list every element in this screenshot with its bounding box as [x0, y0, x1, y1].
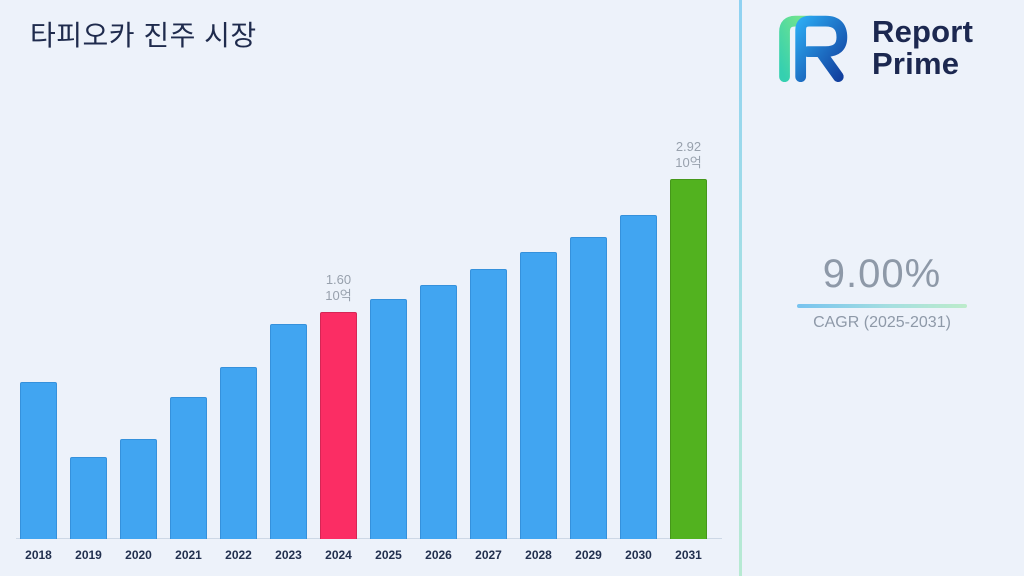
x-axis-label-2020: 2020	[125, 548, 152, 562]
bar-2031	[670, 179, 707, 539]
x-axis-label-2021: 2021	[175, 548, 202, 562]
bar-column-2023: 2023	[270, 324, 307, 562]
bar-column-2024: 1.60 10억 2024	[320, 272, 357, 562]
bar-2024	[320, 312, 357, 539]
bar-column-2025: 2025	[370, 299, 407, 562]
kpi-value: 9.00%	[822, 252, 942, 296]
bar-column-2030: 2030	[620, 215, 657, 562]
x-axis-label-2031: 2031	[675, 548, 702, 562]
bar-2022	[220, 367, 257, 539]
bar-value-label-2024: 1.60 10억	[325, 271, 352, 304]
report-prime-logo-icon	[779, 15, 848, 83]
x-axis-label-2029: 2029	[575, 548, 602, 562]
bar-column-2019: 2019	[70, 457, 107, 562]
bar-column-2018: 2018	[20, 382, 57, 562]
bar-2018	[20, 382, 57, 539]
bar-2020	[120, 439, 157, 539]
bar-column-2020: 2020	[120, 439, 157, 562]
bar-column-2022: 2022	[220, 367, 257, 562]
brand-block: Report Prime	[772, 10, 973, 86]
brand-name-line1: Report	[872, 14, 974, 50]
kpi-label: CAGR (2025-2031)	[813, 314, 951, 331]
x-axis-label-2019: 2019	[75, 548, 102, 562]
bar-2023	[270, 324, 307, 539]
bar-2029	[570, 237, 607, 539]
x-axis-label-2018: 2018	[25, 548, 52, 562]
x-axis-label-2024: 2024	[325, 548, 352, 562]
bar-2025	[370, 299, 407, 539]
bar-2026	[420, 285, 457, 539]
vertical-divider	[739, 0, 742, 576]
x-axis-label-2028: 2028	[525, 548, 552, 562]
brand-name-line2: Prime	[872, 46, 960, 81]
bar-2021	[170, 397, 207, 539]
x-axis-label-2022: 2022	[225, 548, 252, 562]
brand-name: Report Prime	[872, 16, 973, 79]
bar-column-2029: 2029	[570, 237, 607, 562]
bar-2028	[520, 252, 557, 539]
x-axis-label-2027: 2027	[475, 548, 502, 562]
x-axis-line	[16, 538, 722, 539]
x-axis-label-2025: 2025	[375, 548, 402, 562]
bar-column-2028: 2028	[520, 252, 557, 562]
kpi-underline	[797, 304, 967, 308]
x-axis-label-2023: 2023	[275, 548, 302, 562]
bar-2030	[620, 215, 657, 539]
bar-2027	[470, 269, 507, 539]
bar-value-label-2031: 2.92 10억	[675, 138, 702, 171]
x-axis-label-2026: 2026	[425, 548, 452, 562]
chart-area: 2018 2019 2020 2021 2022 2023 1.60 10억 2024 2025 2…	[16, 0, 728, 576]
bar-column-2026: 2026	[420, 285, 457, 562]
bar-column-2021: 2021	[170, 397, 207, 562]
x-axis-label-2030: 2030	[625, 548, 652, 562]
bar-column-2027: 2027	[470, 269, 507, 562]
kpi-block: 9.00% CAGR (2025-2031)	[760, 252, 1004, 332]
bar-chart: 2018 2019 2020 2021 2022 2023 1.60 10억 2024 2025 2…	[20, 139, 707, 562]
bar-2019	[70, 457, 107, 539]
bar-column-2031: 2.92 10억 2031	[670, 139, 707, 562]
page-title: 타피오카 진주 시장	[30, 20, 257, 51]
